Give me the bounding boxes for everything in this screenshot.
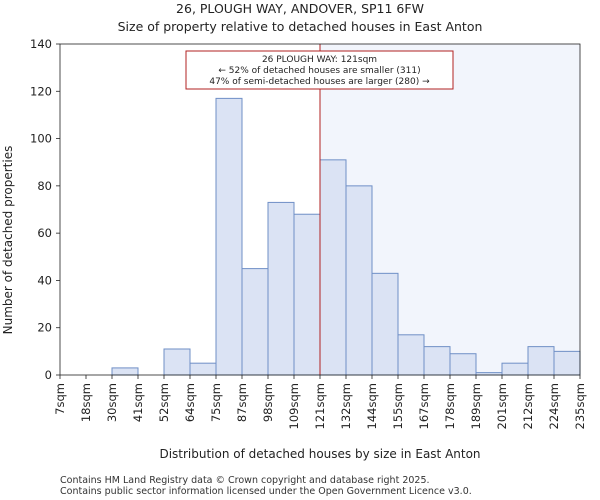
x-tick-label: 167sqm — [417, 383, 431, 429]
y-tick-label: 140 — [30, 37, 52, 51]
y-axis-label: Number of detached properties — [1, 146, 15, 335]
annotation-box: 26 PLOUGH WAY: 121sqm ← 52% of detached … — [185, 50, 454, 90]
bar-212sqm — [527, 346, 555, 376]
chart-subtitle: Size of property relative to detached ho… — [118, 19, 483, 34]
bar-64sqm — [189, 362, 217, 376]
bars-group — [111, 97, 581, 376]
y-tick-label: 40 — [37, 273, 52, 287]
annotation-line-3: 47% of semi-detached houses are larger (… — [209, 77, 430, 87]
chart-title: 26, PLOUGH WAY, ANDOVER, SP11 6FW — [176, 1, 424, 16]
x-tick-label: 178sqm — [443, 383, 457, 429]
footer-line-1: Contains HM Land Registry data © Crown c… — [60, 475, 430, 486]
x-tick-label: 132sqm — [339, 383, 353, 429]
bar-98sqm — [267, 201, 295, 376]
x-tick-label: 41sqm — [131, 383, 145, 422]
x-tick-label: 87sqm — [235, 383, 249, 422]
y-tick-label: 100 — [30, 132, 52, 146]
x-tick-label: 52sqm — [157, 383, 171, 422]
bar-224sqm — [553, 350, 581, 376]
x-tick-label: 212sqm — [521, 383, 535, 429]
y-tick-label: 20 — [37, 321, 52, 335]
x-tick-label: 18sqm — [79, 383, 93, 422]
x-tick-label: 7sqm — [53, 383, 67, 415]
bar-178sqm — [449, 353, 477, 376]
annotation-line-2: ← 52% of detached houses are smaller (31… — [218, 66, 420, 76]
x-axis-label: Distribution of detached houses by size … — [159, 447, 480, 461]
x-tick-label: 224sqm — [547, 383, 561, 429]
bar-109sqm — [293, 213, 321, 376]
x-tick-label: 155sqm — [391, 383, 405, 429]
y-tick-label: 60 — [37, 226, 52, 240]
y-tick-label: 0 — [45, 368, 52, 382]
x-tick-label: 235sqm — [573, 383, 587, 429]
bar-30sqm — [111, 367, 139, 376]
bar-155sqm — [397, 334, 425, 376]
y-axis-ticks: 0 20 40 60 80 100 120 140 — [30, 37, 60, 382]
x-tick-label: 75sqm — [209, 383, 223, 422]
x-tick-label: 201sqm — [495, 383, 509, 429]
bar-75sqm — [215, 97, 243, 376]
bar-87sqm — [241, 268, 269, 376]
bar-132sqm — [345, 185, 373, 376]
bar-167sqm — [423, 346, 451, 376]
x-tick-label: 98sqm — [261, 383, 275, 422]
x-tick-label: 109sqm — [287, 383, 301, 429]
bar-121sqm — [319, 159, 347, 376]
y-tick-label: 80 — [37, 179, 52, 193]
y-tick-label: 120 — [30, 84, 52, 98]
x-axis-ticks: 7sqm 18sqm 30sqm 41sqm 52sqm 64sqm 75sqm 87sqm 9… — [53, 375, 587, 429]
bar-144sqm — [371, 272, 399, 376]
x-tick-label: 189sqm — [469, 383, 483, 429]
annotation-line-1: 26 PLOUGH WAY: 121sqm — [262, 55, 377, 65]
x-tick-label: 144sqm — [365, 383, 379, 429]
x-tick-label: 30sqm — [105, 383, 119, 422]
x-tick-label: 121sqm — [313, 383, 327, 429]
x-tick-label: 64sqm — [183, 383, 197, 422]
annotation-border — [185, 50, 454, 90]
bar-52sqm — [163, 348, 191, 376]
footer-line-2: Contains public sector information licen… — [60, 486, 472, 497]
bar-201sqm — [501, 362, 529, 376]
